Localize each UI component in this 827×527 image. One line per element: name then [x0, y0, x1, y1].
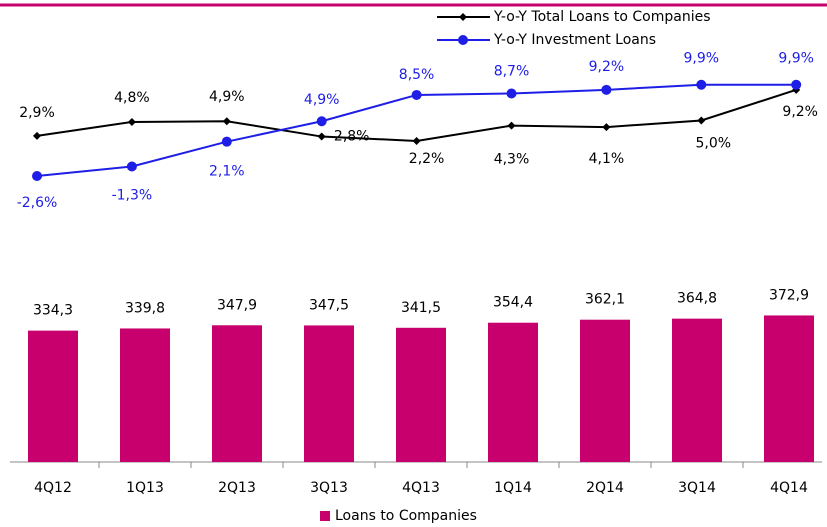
point-label: 4,9%	[209, 89, 245, 105]
legend-swatch	[320, 511, 330, 521]
bar-label: 362,1	[585, 292, 625, 308]
point-label: 8,5%	[399, 67, 435, 83]
point-label: -2,6%	[17, 195, 58, 211]
bar	[120, 328, 170, 462]
point	[221, 136, 232, 147]
point	[33, 131, 41, 140]
bar-label: 372,9	[769, 287, 809, 303]
x-tick-label: 3Q13	[310, 480, 348, 496]
x-tick-label: 2Q14	[586, 480, 624, 496]
legend-marker	[459, 13, 467, 21]
bar-label: 334,3	[33, 303, 73, 319]
point	[696, 79, 707, 90]
bar-label: 347,5	[309, 297, 349, 313]
point-label: 9,9%	[684, 51, 720, 67]
bar-label: 364,8	[677, 291, 717, 307]
point-label: 9,2%	[589, 59, 625, 75]
point-label: 4,1%	[589, 151, 625, 167]
x-tick-label: 4Q13	[402, 480, 440, 496]
point	[317, 132, 326, 141]
x-tick-label: 4Q14	[770, 480, 808, 496]
x-tick-label: 1Q14	[494, 480, 532, 496]
legend-label: Y-o-Y Investment Loans	[493, 32, 656, 48]
bar-label: 347,9	[217, 297, 257, 313]
point-label: 2,1%	[209, 164, 245, 180]
legend-label: Loans to Companies	[335, 508, 477, 524]
bar	[304, 325, 354, 462]
point-label: 2,9%	[19, 105, 55, 121]
point-label: 4,3%	[494, 152, 530, 168]
point	[601, 84, 612, 95]
point	[506, 88, 517, 99]
point	[126, 161, 137, 172]
point	[316, 116, 327, 127]
point-label: 2,8%	[334, 129, 370, 145]
x-tick-label: 1Q13	[126, 480, 164, 496]
point-label: 2,2%	[409, 151, 445, 167]
point	[222, 117, 231, 126]
bar	[28, 330, 78, 462]
bar	[488, 322, 538, 462]
point	[602, 123, 611, 132]
point-label: 4,8%	[114, 90, 150, 106]
bar	[212, 325, 262, 462]
point	[411, 89, 422, 100]
legend-label: Y-o-Y Total Loans to Companies	[493, 9, 711, 25]
point	[412, 136, 421, 145]
point	[127, 117, 136, 126]
point	[791, 79, 802, 90]
point-label: 8,7%	[494, 63, 530, 79]
x-tick-label: 4Q12	[34, 480, 72, 496]
x-tick-label: 3Q14	[678, 480, 716, 496]
bar	[672, 318, 722, 462]
bar-label: 341,5	[401, 300, 441, 316]
bar	[580, 319, 630, 462]
point-label: 9,9%	[778, 51, 814, 67]
point	[507, 121, 516, 130]
point-label: -1,3%	[112, 187, 153, 203]
legend-marker	[458, 35, 468, 45]
point	[697, 116, 706, 125]
point-label: 5,0%	[696, 136, 732, 152]
point	[32, 170, 42, 181]
bar-label: 339,8	[125, 300, 165, 316]
point-label: 4,9%	[304, 92, 340, 108]
x-tick-label: 2Q13	[218, 480, 256, 496]
bar	[396, 327, 446, 462]
bar-label: 354,4	[493, 295, 533, 311]
bar	[764, 315, 814, 462]
point-label: 9,2%	[782, 104, 818, 120]
